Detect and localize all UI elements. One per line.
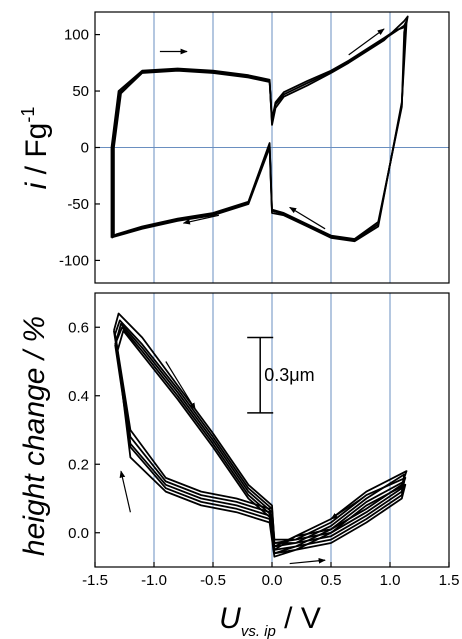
bot-series-line-2: [115, 322, 408, 551]
bot-y-tick-label-2: 0.4: [68, 388, 89, 405]
bot-direction-arrow-1: [119, 470, 131, 513]
x-axis-label-rest: / V: [276, 602, 321, 635]
top-direction-arrow-2: [182, 214, 220, 225]
x-axis-label-subscript: vs. ip: [241, 623, 276, 639]
top-series-line-2: [113, 24, 407, 240]
x-tick-label-1: -1.0: [141, 572, 167, 589]
bottom-panel: 0.3μm 0.0 0.2 0.4 0.6 -1.5 -1.0 -0.5 0.0 0.5 1.0…: [18, 292, 459, 639]
x-axis-label: Uvs. ip / V: [219, 602, 321, 639]
top-series-line-1: [111, 20, 408, 241]
scale-bar-label: 0.3μm: [264, 365, 314, 385]
top-series-line-0: [110, 15, 409, 243]
top-direction-arrow-1: [348, 28, 385, 56]
top-panel: -100 -50 0 50 100 i / Fg-1: [18, 11, 450, 284]
top-y-axis-label: i / Fg-1: [18, 107, 53, 190]
top-arrows: [159, 28, 385, 230]
top-y-ticks: -100 -50 0 50 100: [59, 27, 100, 269]
x-axis-label-italic: U: [219, 602, 241, 635]
bottom-series: [113, 312, 408, 558]
x-tick-label-3: 0.0: [262, 572, 283, 589]
top-y-axis-label-superscript: -1: [18, 107, 38, 123]
x-tick-label-2: -0.5: [200, 572, 226, 589]
top-direction-arrow-3: [289, 206, 326, 230]
bot-y-tick-label-1: 0.2: [68, 456, 89, 473]
top-grid: [95, 12, 449, 283]
bot-series-line-4: [116, 329, 407, 558]
bot-direction-arrow-0: [165, 361, 196, 411]
bot-y-tick-label-0: 0.0: [68, 525, 89, 542]
top-y-tick-label-2: 0: [81, 140, 89, 157]
bot-series-line-1: [114, 319, 407, 544]
top-y-tick-label-3: 50: [72, 83, 89, 100]
top-y-axis-label-rest: / Fg: [20, 123, 53, 183]
bot-direction-arrow-2: [330, 494, 367, 520]
top-y-tick-label-0: -100: [59, 252, 89, 269]
top-y-tick-label-1: -50: [67, 196, 89, 213]
x-tick-label-4: 0.5: [321, 572, 342, 589]
x-tick-label-5: 1.0: [380, 572, 401, 589]
bottom-y-axis-label: height change / %: [18, 316, 51, 556]
top-y-tick-label-4: 100: [64, 27, 89, 44]
x-tick-label-6: 1.5: [439, 572, 460, 589]
top-series: [110, 15, 409, 243]
scale-bar: 0.3μm: [247, 336, 315, 414]
top-y-axis-label-italic: i: [20, 181, 53, 189]
bottom-x-ticks: -1.5 -1.0 -0.5 0.0 0.5 1.0 1.5: [82, 562, 459, 589]
bottom-arrows: [119, 361, 367, 565]
bot-y-tick-label-3: 0.6: [68, 319, 89, 336]
bot-direction-arrow-3: [289, 557, 326, 565]
bottom-y-ticks: 0.0 0.2 0.4 0.6: [68, 319, 100, 542]
x-tick-label-0: -1.5: [82, 572, 108, 589]
